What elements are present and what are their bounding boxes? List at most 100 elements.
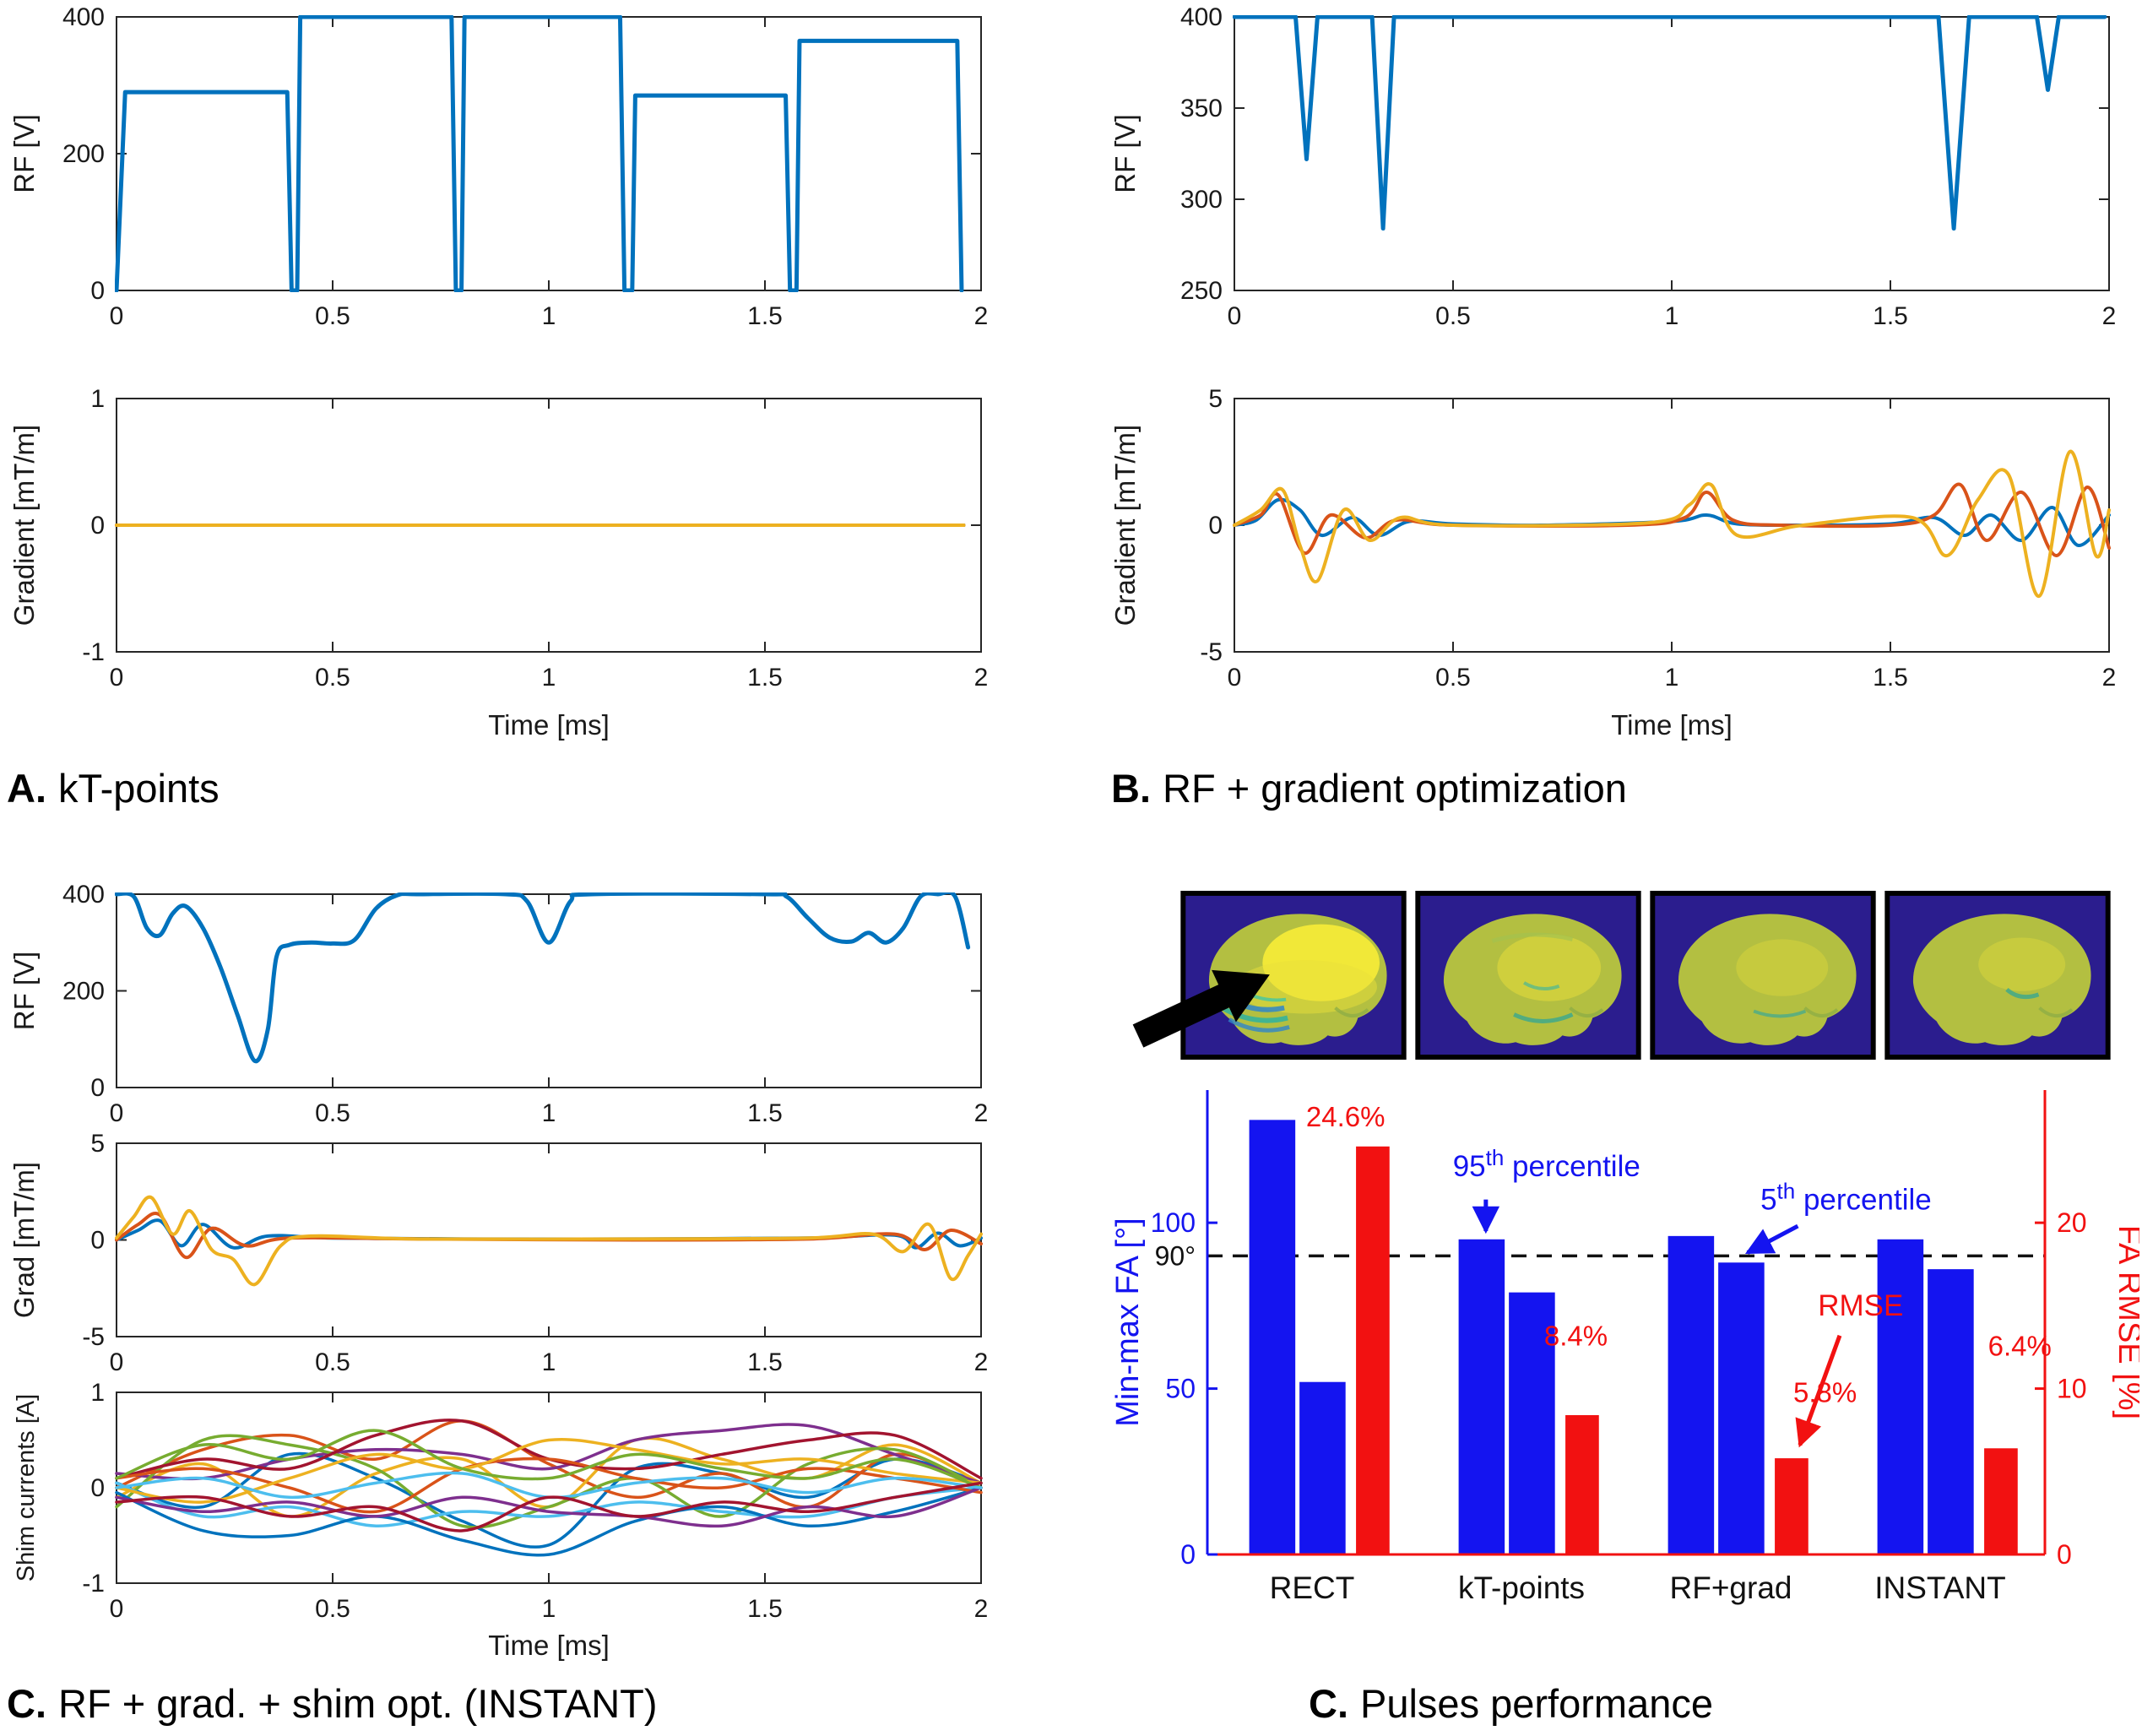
svg-text:2: 2 [974,664,989,692]
svg-text:0: 0 [90,1227,105,1255]
black-arrow-annotation [1132,969,1270,1048]
svg-text:RF [V]: RF [V] [8,114,40,193]
svg-text:0: 0 [90,512,105,540]
svg-text:RMSE: RMSE [1818,1289,1903,1322]
svg-text:5: 5 [90,1131,105,1158]
svg-text:Time [ms]: Time [ms] [1611,709,1733,741]
svg-text:0: 0 [90,1474,105,1502]
caption-c-label: C. [7,1681,46,1726]
svg-text:400: 400 [62,5,105,31]
svg-text:1.5: 1.5 [1873,302,1908,330]
svg-text:0: 0 [110,1099,124,1127]
svg-text:1.5: 1.5 [747,664,783,692]
svg-text:Shim currents [A]: Shim currents [A] [13,1394,40,1581]
svg-text:24.6%: 24.6% [1306,1101,1386,1132]
flip-angle-maps-row [1180,891,2111,1060]
svg-text:400: 400 [1180,5,1223,31]
svg-text:400: 400 [62,882,105,909]
svg-text:1: 1 [542,1595,556,1623]
svg-text:-5: -5 [1200,638,1223,666]
panel-instant-waveforms: 0 0.5 1 1.5 2 0 200 400 RF [V] 0 0.5 1 1.5 2 -5 0 5 Grad… [7,882,1016,1736]
svg-text:1.5: 1.5 [1873,664,1908,692]
svg-text:1: 1 [90,1381,105,1407]
svg-text:20: 20 [2057,1207,2087,1238]
svg-text:1: 1 [542,664,556,692]
svg-text:2: 2 [2102,664,2117,692]
caption-panel-d: C. Pulses performance [1309,1680,1713,1727]
svg-text:0.5: 0.5 [315,302,350,330]
chart-rfgrad-rf: 0 0.5 1 1.5 2 250 300 350 400 RF [V] [1109,5,2117,330]
svg-text:0: 0 [110,1595,124,1623]
svg-text:250: 250 [1180,277,1223,305]
svg-text:2: 2 [974,1348,989,1376]
svg-text:5: 5 [1208,387,1223,413]
svg-text:1: 1 [542,1099,556,1127]
svg-text:-1: -1 [82,1570,105,1598]
svg-text:0: 0 [90,1074,105,1102]
caption-a-label: A. [7,766,46,811]
fa-map-instant [1884,891,2111,1060]
svg-text:95th percentile: 95th percentile [1453,1145,1640,1183]
svg-text:1.5: 1.5 [747,1595,783,1623]
svg-text:1: 1 [1665,302,1679,330]
svg-text:0.5: 0.5 [315,1595,350,1623]
caption-b-label: B. [1111,766,1151,811]
svg-text:Time [ms]: Time [ms] [488,709,610,741]
fa-map-kt-points [1415,891,1641,1060]
svg-text:100: 100 [1151,1207,1196,1238]
svg-text:RF [V]: RF [V] [8,952,40,1031]
chart-instant-rf: 0 0.5 1 1.5 2 0 200 400 RF [V] [8,882,989,1127]
svg-text:6.4%: 6.4% [1988,1330,2052,1361]
svg-text:0: 0 [1180,1539,1196,1570]
svg-text:kT-points: kT-points [1458,1571,1585,1605]
svg-text:1.5: 1.5 [747,1348,783,1376]
svg-text:0.5: 0.5 [1435,664,1471,692]
svg-text:0.5: 0.5 [315,1348,350,1376]
panel-kt-points: 0 0.5 1 1.5 2 0 200 400 RF [V] 0 0.5 1 1.5 2 -1 0 1 Grad… [7,5,1016,858]
brain-texture [1221,924,1380,1033]
svg-text:Min-max FA [°]: Min-max FA [°] [1110,1218,1146,1426]
arrow-shape [1132,969,1270,1048]
svg-text:0.5: 0.5 [315,664,350,692]
svg-text:2: 2 [974,1595,989,1623]
svg-text:5th percentile: 5th percentile [1760,1178,1932,1216]
svg-text:INSTANT: INSTANT [1874,1571,2006,1605]
svg-text:10: 10 [2057,1374,2087,1404]
svg-text:FA RMSE [%]: FA RMSE [%] [2112,1225,2139,1419]
svg-text:2: 2 [974,1099,989,1127]
fa-map-rf-grad [1650,891,1876,1060]
brain-texture [1978,937,2074,1017]
svg-text:-1: -1 [82,638,105,666]
svg-text:0: 0 [90,277,105,305]
svg-text:0.5: 0.5 [315,1099,350,1127]
svg-text:0: 0 [1228,664,1242,692]
svg-text:RF+grad: RF+grad [1670,1571,1792,1605]
caption-panel-c: C. RF + grad. + shim opt. (INSTANT) [7,1680,658,1727]
svg-text:Grad [mT/m]: Grad [mT/m] [8,1162,40,1318]
svg-text:0: 0 [2057,1539,2072,1570]
caption-a-title: kT-points [58,766,220,811]
panel-pulses-performance: RECT kT-points RF+grad INSTANT 0 50 100 90° 0 10 2… [1108,882,2139,1736]
svg-text:350: 350 [1180,95,1223,122]
svg-text:2: 2 [2102,302,2117,330]
svg-text:0: 0 [1208,512,1223,540]
caption-d-label: C. [1309,1681,1348,1726]
svg-text:0: 0 [110,302,124,330]
svg-text:200: 200 [62,978,105,1006]
svg-text:1.5: 1.5 [747,1099,783,1127]
svg-text:0.5: 0.5 [1435,302,1471,330]
svg-text:200: 200 [62,140,105,168]
svg-text:1: 1 [542,1348,556,1376]
svg-text:50: 50 [1165,1374,1196,1404]
caption-d-title: Pulses performance [1360,1681,1713,1726]
svg-text:Time [ms]: Time [ms] [488,1630,610,1661]
svg-text:Gradient [mT/m]: Gradient [mT/m] [1109,425,1141,626]
brain-texture [1491,932,1604,1023]
panel-rf-gradient-optimization: 0 0.5 1 1.5 2 250 300 350 400 RF [V] 0 0.5 1 1.5 2 -5 0… [1108,5,2139,858]
svg-text:0: 0 [110,1348,124,1376]
